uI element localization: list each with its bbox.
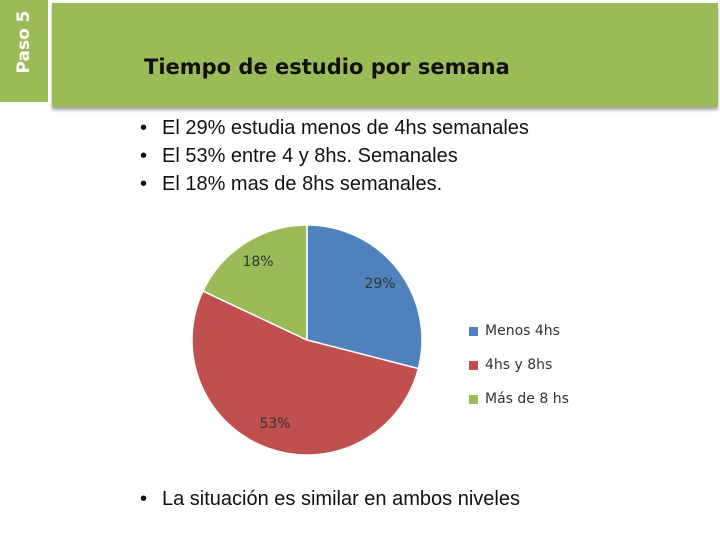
side-tab: Paso 5 bbox=[0, 0, 48, 102]
bullet-text: El 53% entre 4 y 8hs. Semanales bbox=[162, 145, 458, 167]
legend-item: 4hs y 8hs bbox=[469, 348, 569, 382]
footer-text: La situación es similar en ambos niveles bbox=[162, 488, 520, 510]
legend-swatch bbox=[469, 326, 478, 336]
footer-bullet: • La situación es similar en ambos nivele… bbox=[140, 488, 520, 511]
legend-item: Más de 8 hs bbox=[469, 382, 569, 416]
bullet-list: • El 29% estudia menos de 4hs semanales •… bbox=[140, 114, 529, 198]
chart-legend: Menos 4hs 4hs y 8hs Más de 8 hs bbox=[469, 314, 569, 416]
bullet-item: • El 18% mas de 8hs semanales. bbox=[140, 170, 529, 198]
pie-data-label: 53% bbox=[259, 416, 290, 432]
bullet-icon: • bbox=[140, 117, 148, 139]
slide-title: Tiempo de estudio por semana bbox=[144, 55, 510, 79]
legend-swatch bbox=[469, 394, 478, 404]
bullet-item: • El 29% estudia menos de 4hs semanales bbox=[140, 114, 529, 142]
legend-label: Menos 4hs bbox=[485, 323, 560, 339]
bullet-text: El 18% mas de 8hs semanales. bbox=[162, 173, 443, 195]
legend-swatch bbox=[469, 360, 478, 370]
title-banner: Tiempo de estudio por semana bbox=[52, 3, 718, 107]
pie-slice-0 bbox=[306, 224, 423, 370]
legend-label: 4hs y 8hs bbox=[485, 357, 553, 373]
pie-slice-2 bbox=[201, 224, 308, 342]
bullet-icon: • bbox=[140, 488, 148, 510]
pie-slice-1 bbox=[191, 290, 420, 456]
bullet-text: El 29% estudia menos de 4hs semanales bbox=[162, 117, 529, 139]
legend-item: Menos 4hs bbox=[469, 314, 569, 348]
bullet-icon: • bbox=[140, 145, 148, 167]
bullet-icon: • bbox=[140, 173, 148, 195]
pie-data-label: 29% bbox=[364, 276, 395, 292]
bullet-item: • El 53% entre 4 y 8hs. Semanales bbox=[140, 142, 529, 170]
pie-data-label: 18% bbox=[242, 254, 273, 270]
legend-label: Más de 8 hs bbox=[485, 391, 569, 407]
